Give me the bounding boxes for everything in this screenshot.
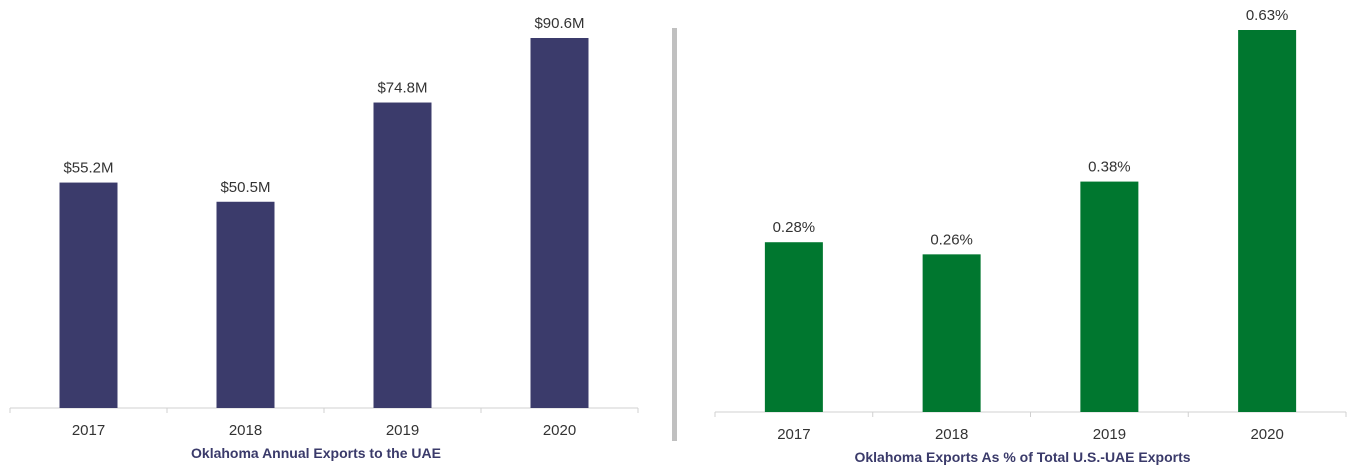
divider [672, 28, 677, 441]
x-tick-label: 2020 [1250, 426, 1283, 443]
bar [922, 254, 981, 412]
value-label: $90.6M [534, 15, 584, 32]
x-tick-label: 2018 [229, 422, 262, 439]
chart-title: Oklahoma Annual Exports to the UAE [191, 445, 441, 461]
chart-title: Oklahoma Exports As % of Total U.S.-UAE … [854, 449, 1190, 465]
x-tick-label: 2017 [777, 426, 810, 443]
value-label: 0.28% [773, 219, 816, 236]
bar [764, 242, 823, 412]
value-label: 0.26% [930, 231, 973, 248]
value-label: 0.38% [1088, 159, 1131, 176]
value-label: $74.8M [377, 80, 427, 97]
value-label: 0.63% [1246, 7, 1289, 24]
bar [59, 182, 118, 408]
x-tick-label: 2019 [386, 422, 419, 439]
bar [216, 201, 275, 408]
bar [1080, 181, 1139, 412]
x-tick-label: 2018 [935, 426, 968, 443]
x-tick-label: 2019 [1093, 426, 1126, 443]
bar [373, 102, 432, 408]
x-tick-label: 2017 [72, 422, 105, 439]
bar [530, 38, 589, 408]
value-label: $50.5M [220, 179, 270, 196]
bar [1238, 30, 1297, 412]
value-label: $55.2M [63, 160, 113, 177]
x-tick-label: 2020 [543, 422, 576, 439]
